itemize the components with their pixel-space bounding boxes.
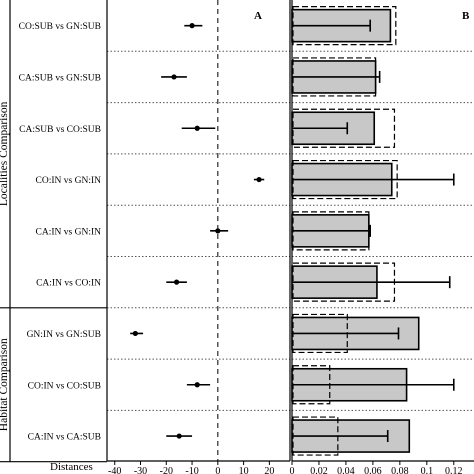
panel-b-x-tick-label: 0.06	[364, 466, 382, 474]
comparison-label: CO:IN vs GN:IN	[36, 176, 102, 186]
panel-b-x-tick-label: 0.1	[421, 466, 434, 474]
panel-a-point	[256, 176, 262, 183]
group-label: Localities Comparison	[0, 101, 10, 206]
panel-a-x-tick-label: -20	[160, 466, 173, 474]
panel-a-point	[189, 23, 195, 29]
panel-a-point	[194, 382, 200, 388]
comparison-label: CA:SUB vs GN:SUB	[19, 73, 101, 83]
panel-a-point	[176, 433, 182, 439]
panel-b-bar	[291, 8, 392, 43]
panel-a-x-tick-label: -40	[108, 466, 121, 474]
group-label: Habitat Comparison	[0, 338, 10, 431]
group-labels: Localities Comparison Habitat Comparison	[0, 0, 107, 463]
comparison-label: CA:IN vs CO:IN	[36, 279, 101, 289]
comparison-label: CA:SUB vs CO:SUB	[19, 125, 101, 135]
comparison-label: CO:IN vs CO:SUB	[28, 381, 101, 391]
panel-a-point	[194, 125, 200, 131]
panel-b-label: B	[462, 10, 470, 22]
panel-a-x-tick-label: -30	[134, 466, 147, 474]
panel-a-x-tick-label: 0	[215, 466, 220, 474]
panel-a-x-axis-label: Distances	[50, 461, 93, 473]
panel-b-x-tick-label: 0.12	[445, 466, 463, 474]
comparison-label: GN:IN vs GN:SUB	[27, 330, 101, 340]
panel-a-point	[215, 228, 221, 234]
panel-a-x-tick-label: -10	[185, 466, 198, 474]
comparison-labels: CO:SUB vs GN:SUB CA:SUB vs GN:SUB CA:SUB v…	[19, 22, 101, 442]
panel-b-x-tick-label: 0.04	[337, 466, 355, 474]
panel-a-x-tick-label: 20	[264, 466, 274, 474]
comparison-label: CO:SUB vs GN:SUB	[19, 22, 101, 32]
panel-a-point	[171, 74, 177, 80]
panel-a-x-tick-label: 10	[239, 466, 249, 474]
panel-a-point	[132, 330, 138, 337]
panel-a-label: A	[254, 10, 262, 22]
panel-b-dashed-box	[292, 108, 396, 148]
comparison-label: CA:IN vs CA:SUB	[28, 433, 101, 443]
panel-b-x-tick-label: 0.08	[391, 466, 409, 474]
panel-a-point	[173, 279, 180, 285]
panel-b-x-tick-label: 0.02	[310, 466, 328, 474]
panel-a-forest-plot: A -40 -30 -20 -10 0 10 20	[106, 0, 291, 474]
comparison-label: CA:IN vs GN:IN	[36, 227, 102, 237]
panel-b-bar-chart: B 0 0.02 0.04 0.06 0.08 0.1 0.12	[290, 0, 474, 474]
panel-b-x-tick-label: 0	[290, 466, 295, 474]
